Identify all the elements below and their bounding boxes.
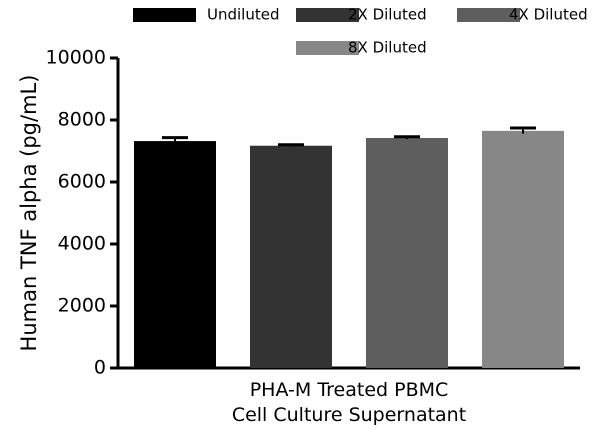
legend-swatch xyxy=(133,8,196,22)
y-tick-label: 0 xyxy=(94,357,106,379)
y-tick-label: 2000 xyxy=(58,295,106,317)
legend-label: 2X Diluted xyxy=(348,6,427,24)
y-tick-label: 4000 xyxy=(58,233,106,255)
y-axis-label: Human TNF alpha (pg/mL) xyxy=(17,75,41,352)
legend-swatch xyxy=(296,8,359,22)
y-tick-label: 8000 xyxy=(58,109,106,131)
x-tick-label: PHA-M Treated PBMC Cell Culture Supernat… xyxy=(231,379,467,426)
y-tick-label: 6000 xyxy=(58,171,106,193)
bar xyxy=(134,141,216,368)
bar xyxy=(250,145,332,368)
legend-swatch xyxy=(296,41,359,55)
legend-label: 8X Diluted xyxy=(348,39,427,57)
bar xyxy=(482,130,564,368)
legend-label: 4X Diluted xyxy=(509,6,588,24)
bar xyxy=(366,137,448,368)
legend-swatch xyxy=(457,8,520,22)
legend-label: Undiluted xyxy=(207,6,279,24)
y-tick-label: 10000 xyxy=(46,47,106,69)
